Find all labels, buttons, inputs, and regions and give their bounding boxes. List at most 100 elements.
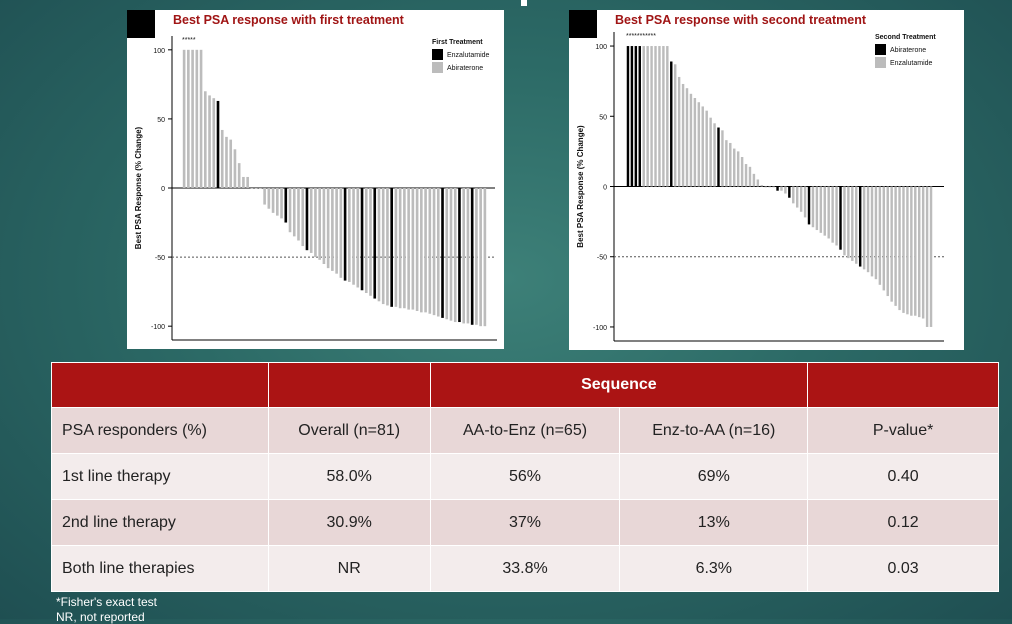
bar: [799, 186, 803, 212]
bar: [721, 130, 724, 187]
bar: [886, 186, 889, 297]
bar: [693, 98, 697, 187]
footnote-fisher: *Fisher's exact test: [56, 595, 157, 609]
y-tick-label: 50: [157, 117, 165, 124]
bar: [297, 188, 300, 241]
bar: [764, 186, 767, 188]
bar: [772, 186, 775, 188]
y-tick-label: 50: [599, 114, 607, 121]
bar: [208, 95, 211, 188]
annotation-asterisks: *****: [182, 37, 196, 44]
bar: [314, 188, 317, 258]
black-square-marker: [569, 10, 597, 38]
bar: [815, 186, 819, 231]
legend-label: Abiraterone: [890, 47, 926, 54]
bar: [630, 46, 634, 187]
y-axis-label: Best PSA Response (% Change): [576, 125, 585, 248]
bar: [390, 188, 394, 307]
column-header: AA-to-Enz (n=65): [429, 407, 621, 454]
bar: [823, 186, 826, 236]
y-tick-label: -50: [597, 255, 607, 262]
column-header: PSA responders (%): [51, 407, 269, 454]
bar: [394, 188, 398, 307]
bar: [670, 61, 673, 187]
bar: [689, 93, 693, 187]
column-header: P-value*: [807, 407, 999, 454]
bar: [827, 186, 830, 239]
y-tick-label: 100: [595, 44, 607, 51]
bar: [195, 49, 199, 189]
table-cell: 58.0%: [267, 453, 431, 500]
bar: [267, 188, 271, 209]
bar: [847, 186, 850, 259]
bar: [288, 188, 292, 233]
header-cell: [51, 362, 269, 408]
table-cell: 0.03: [807, 545, 999, 592]
table-cell: 0.12: [807, 499, 999, 546]
bar: [331, 188, 334, 271]
bar: [369, 188, 372, 296]
bar: [685, 88, 689, 187]
legend-swatch: [875, 44, 886, 55]
table-cell: 37%: [429, 499, 621, 546]
table-cell: 56%: [429, 453, 621, 500]
table-cell: 6.3%: [619, 545, 809, 592]
bar: [182, 49, 186, 189]
legend-swatch: [432, 62, 443, 73]
bar: [203, 91, 207, 188]
bar: [453, 188, 457, 323]
bar: [697, 102, 701, 187]
table-cell: Both line therapies: [51, 545, 269, 592]
chart-panel-second-treatment: Best PSA response with second treatment …: [569, 10, 964, 350]
bar: [650, 46, 653, 187]
bar: [237, 163, 241, 188]
bar: [301, 188, 305, 247]
bar: [445, 188, 449, 320]
bar: [890, 186, 893, 302]
bar: [851, 186, 854, 261]
bar: [874, 186, 878, 280]
bar: [709, 117, 712, 187]
y-tick-label: 100: [153, 48, 165, 55]
bar: [246, 176, 249, 188]
bar: [878, 186, 882, 285]
bar: [918, 186, 921, 318]
bar: [398, 188, 402, 309]
bar: [756, 179, 760, 187]
psa-responders-table: Sequence PSA responders (%) Overall (n=8…: [51, 362, 999, 592]
bar: [835, 186, 838, 246]
bar: [870, 186, 874, 277]
table-cell: 1st line therapy: [51, 453, 269, 500]
bar: [768, 186, 771, 188]
bar: [373, 188, 377, 299]
bar: [925, 186, 929, 327]
black-square-marker: [127, 10, 155, 38]
bar: [242, 176, 245, 188]
bar: [250, 188, 254, 189]
bar: [666, 46, 669, 187]
bar: [339, 188, 343, 278]
bar: [681, 83, 685, 187]
bar: [403, 188, 406, 309]
bar: [914, 186, 917, 316]
bar: [377, 188, 381, 302]
column-header: Overall (n=81): [267, 407, 431, 454]
header-cell: [267, 362, 431, 408]
bar: [352, 188, 355, 285]
bar: [843, 186, 846, 256]
bar-chart-second-treatment: 100 50 0 -50 -100 Best PSA Response (% Change…: [576, 32, 944, 342]
bar: [638, 46, 641, 187]
bar: [364, 188, 368, 294]
y-tick-label: 0: [161, 186, 165, 193]
bar: [483, 188, 487, 327]
bar: [748, 166, 752, 187]
chart-title: Best PSA response with second treatment: [615, 13, 866, 27]
table-row: 2nd line therapy 30.9% 37% 13% 0.12: [51, 499, 999, 546]
bar: [216, 100, 220, 188]
bar: [335, 188, 338, 274]
table-header-row: Sequence: [51, 362, 999, 408]
bar: [784, 186, 787, 194]
y-tick-label: -100: [151, 324, 165, 331]
bar: [839, 186, 842, 250]
bar: [910, 186, 913, 316]
